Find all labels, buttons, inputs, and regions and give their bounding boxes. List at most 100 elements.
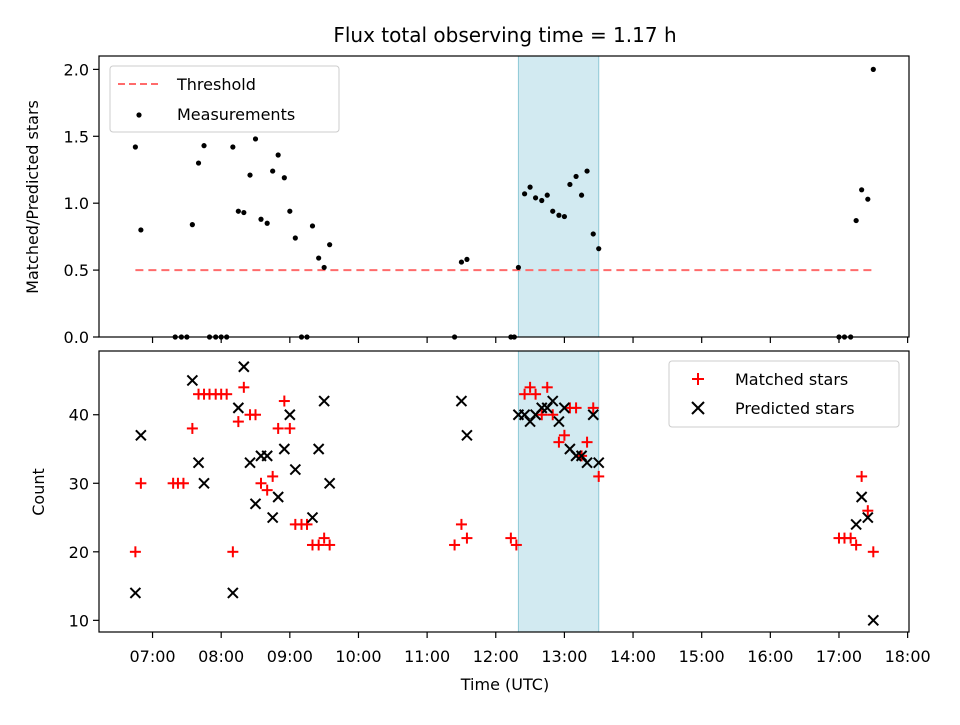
top-panel: 0.00.51.01.52.0 Matched/Predicted stars … <box>23 55 910 347</box>
matched-star-point <box>524 381 536 393</box>
measurement-point <box>539 197 545 204</box>
matched-star-point <box>587 402 599 414</box>
top-axes-frame <box>98 55 910 338</box>
x-tick-label: 18:00 <box>885 647 931 666</box>
x-tick-label: 08:00 <box>198 647 244 666</box>
measurement-point <box>252 136 259 142</box>
x-tick-label: 16:00 <box>747 647 793 666</box>
predicted-star-point <box>593 457 605 469</box>
measurement-point <box>458 259 465 265</box>
predicted-star-point <box>232 402 245 414</box>
measurement-point <box>235 208 241 214</box>
top-y-ticks: 0.0 0.5 1.0 1.5 2.0 <box>64 60 99 347</box>
measurement-point <box>556 212 562 218</box>
measurement-point <box>327 242 333 248</box>
predicted-star-point <box>312 443 325 455</box>
matched-star-point <box>135 477 147 489</box>
legend-matched-swatch <box>692 373 704 385</box>
matched-star-point <box>553 436 565 448</box>
x-tick-label: 14:00 <box>610 647 656 666</box>
predicted-star-point <box>135 429 147 442</box>
top-legend: Threshold Measurements <box>109 65 340 133</box>
bottom-legend: Matched stars Predicted stars <box>668 360 900 428</box>
bottom-y-tick-label: 20 <box>69 543 89 562</box>
top-y-axis-label: Matched/Predicted stars <box>23 100 42 294</box>
measurement-point <box>584 168 590 174</box>
predicted-star-point <box>547 395 559 407</box>
matched-star-point <box>278 395 290 407</box>
measurement-point <box>853 217 859 224</box>
matched-star-point <box>455 518 467 530</box>
matched-star-point <box>272 422 284 434</box>
matched-star-point <box>581 436 593 448</box>
predicted-star-point <box>558 402 571 414</box>
predicted-star-point <box>587 409 599 421</box>
predicted-star-points <box>129 361 880 627</box>
predicted-star-point <box>867 614 880 627</box>
measurement-point <box>189 222 195 228</box>
matched-star-point <box>186 422 198 434</box>
bottom-x-ticks: 07:00 08:00 09:00 10:00 11:00 12:00 13:00 14:00… <box>129 632 931 666</box>
measurement-point <box>532 195 539 201</box>
predicted-star-point <box>129 587 142 599</box>
matched-star-point <box>250 409 262 421</box>
measurement-point <box>515 264 522 271</box>
matched-star-point <box>461 532 473 544</box>
matched-star-point <box>558 429 570 441</box>
top-y-tick-label: 0.0 <box>64 328 89 347</box>
measurement-point <box>578 192 585 198</box>
matched-star-point <box>129 546 141 558</box>
predicted-star-point <box>284 409 296 421</box>
measurement-point <box>132 144 138 150</box>
matched-star-point <box>845 532 857 544</box>
bottom-y-axis-label: Count <box>29 468 48 516</box>
matched-star-point <box>867 546 879 558</box>
measurement-point <box>596 246 602 252</box>
measurement-point <box>590 231 596 237</box>
matched-star-point <box>570 402 582 414</box>
matched-star-point <box>856 470 868 482</box>
measurement-point <box>309 223 316 229</box>
predicted-star-point <box>192 457 205 469</box>
matched-star-point <box>318 532 330 544</box>
matched-star-point <box>232 416 244 428</box>
matched-star-point <box>850 539 862 551</box>
measurement-point <box>287 208 293 214</box>
measurement-point <box>138 227 144 233</box>
top-y-tick-label: 1.0 <box>64 194 89 213</box>
top-y-tick-label: 1.5 <box>64 127 89 146</box>
x-tick-label: 13:00 <box>541 647 587 666</box>
matched-star-point <box>284 422 296 434</box>
predicted-star-point <box>238 361 250 373</box>
measurement-point <box>870 66 876 72</box>
predicted-star-point <box>862 511 874 524</box>
measurement-point <box>865 196 871 202</box>
measurement-point <box>527 184 533 190</box>
measurement-point <box>270 168 276 174</box>
legend-measurements-label: Measurements <box>177 105 295 124</box>
matched-star-point <box>505 532 517 544</box>
predicted-star-point <box>278 443 291 455</box>
measurement-point <box>258 216 264 222</box>
measurement-point <box>292 235 298 241</box>
bottom-highlight-span <box>517 350 600 633</box>
matched-star-point <box>324 539 336 551</box>
predicted-star-point <box>323 477 336 489</box>
top-y-tick-label: 2.0 <box>64 60 89 79</box>
measurement-point <box>544 192 550 198</box>
predicted-star-point <box>289 463 302 476</box>
predicted-star-point <box>306 511 319 524</box>
bottom-y-tick-label: 10 <box>69 611 89 630</box>
x-tick-label: 11:00 <box>404 647 450 666</box>
x-tick-label: 09:00 <box>267 647 313 666</box>
predicted-star-point <box>261 450 273 462</box>
matched-star-point <box>267 470 279 482</box>
bottom-y-tick-label: 30 <box>69 474 89 493</box>
measurement-point <box>281 175 287 181</box>
legend-matched-label: Matched stars <box>735 370 848 389</box>
matched-star-point <box>519 388 531 400</box>
top-y-tick-label: 0.5 <box>64 261 89 280</box>
top-x-ticks <box>151 337 909 343</box>
legend-threshold-label: Threshold <box>176 75 256 94</box>
